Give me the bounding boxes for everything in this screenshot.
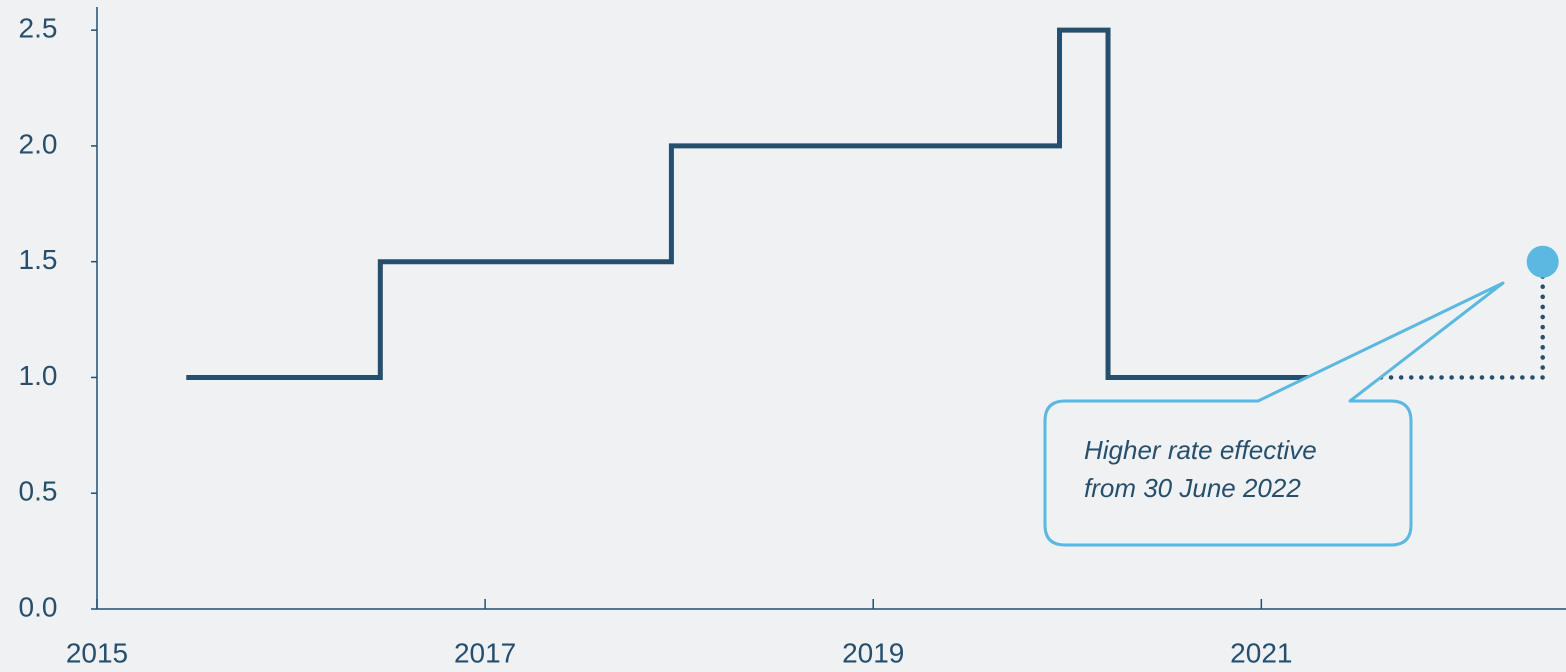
x-tick-label: 2021: [1230, 637, 1292, 668]
y-tick-label: 0.5: [19, 476, 58, 507]
y-tick-label: 1.5: [19, 244, 58, 275]
x-tick-label: 2015: [66, 637, 128, 668]
y-tick-label: 1.0: [19, 360, 58, 391]
y-tick-label: 0.0: [19, 591, 58, 622]
step-line: [1348, 259, 1545, 380]
step-line: [186, 27, 1351, 380]
x-tick-label: 2019: [842, 637, 904, 668]
x-tick-label: 2017: [454, 637, 516, 668]
marker: [1526, 245, 1559, 278]
y-tick-label: 2.5: [19, 13, 58, 44]
annotation-text: Higher rate effective: [1084, 435, 1317, 465]
y-tick-label: 2.0: [19, 128, 58, 159]
annotation-text: from 30 June 2022: [1084, 473, 1301, 503]
callout-box: [1043, 281, 1505, 547]
